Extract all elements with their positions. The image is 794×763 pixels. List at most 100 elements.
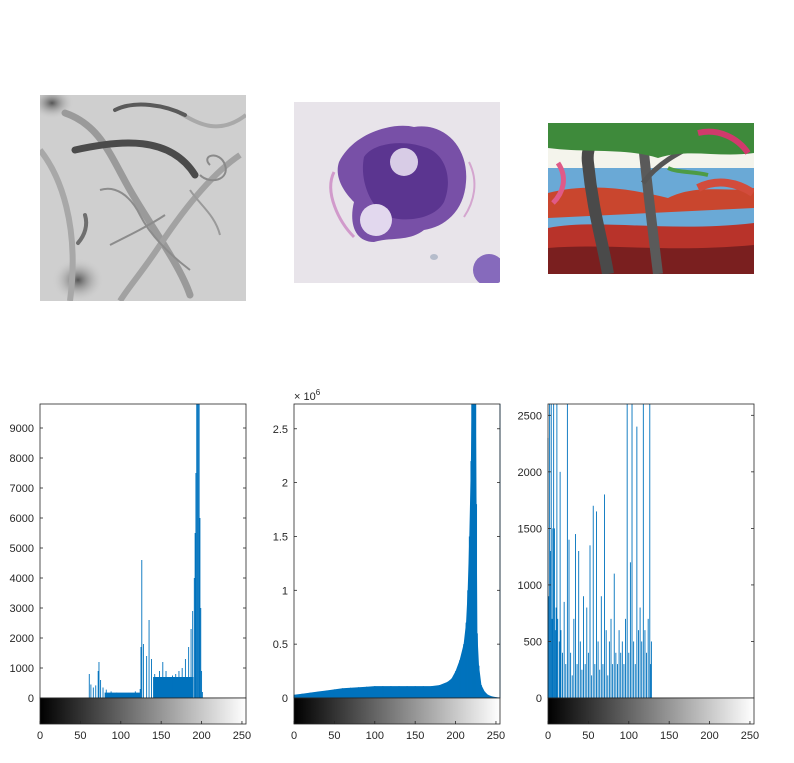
hist-bar [647, 618, 649, 698]
hist-bar [617, 664, 618, 698]
x-tick-label: 150 [152, 730, 170, 742]
hist-bar [366, 686, 368, 698]
y-tick-label: 7000 [10, 483, 34, 495]
hist-bar [467, 590, 469, 698]
y-tick-label: 4000 [10, 573, 34, 585]
hist-bar [623, 664, 625, 698]
hist-bar [398, 686, 400, 698]
hist-bar [474, 404, 476, 698]
hist-bar [560, 630, 562, 698]
hist-bar [374, 686, 376, 698]
hist-bar [201, 671, 203, 698]
hist-bar [615, 652, 617, 698]
hist-bar [566, 404, 568, 698]
x-tick-label: 200 [446, 730, 464, 742]
hist-bar [455, 671, 457, 698]
y-tick-label: 6000 [10, 513, 34, 525]
hist-bar [192, 611, 194, 698]
y-tick-label: 0.5 [273, 639, 288, 651]
hist-bar [134, 691, 136, 698]
histology-image [294, 102, 500, 283]
x-tick-label: 0 [37, 730, 43, 742]
hist-bar [491, 696, 493, 698]
hist-bar [430, 686, 432, 698]
hist-bar [641, 641, 643, 698]
hist-bar [571, 675, 573, 698]
y-tick-label: 2 [282, 478, 288, 490]
hist-bar [607, 675, 609, 698]
hist-bar [333, 689, 335, 698]
hist-bar [605, 630, 607, 698]
y-tick-label: 2500 [518, 410, 542, 422]
hist-bar [579, 641, 581, 698]
hist-bar [602, 664, 604, 698]
x-tick-label: 0 [291, 730, 297, 742]
hist-bar [629, 562, 631, 698]
hist-bar [597, 641, 599, 698]
hist-bar [626, 404, 628, 698]
hist-bar [613, 573, 615, 698]
hist-bar [587, 652, 589, 698]
x-tick-label: 150 [406, 730, 424, 742]
hist-bar [92, 687, 94, 698]
hist-bar [406, 686, 408, 698]
hist-bar [451, 678, 452, 698]
hist-bar [154, 674, 156, 698]
hist-bar [141, 560, 143, 698]
hist-bar [121, 693, 123, 698]
hist-bar [631, 404, 633, 698]
painting-image [548, 123, 754, 274]
x-tick-label: 50 [582, 730, 594, 742]
hist-bar [576, 664, 578, 698]
hist-bar [151, 659, 152, 698]
hist-bar [422, 686, 424, 698]
grayscale-image [40, 95, 246, 301]
hist-bar [581, 669, 583, 698]
x-tick-label: 0 [545, 730, 551, 742]
hist-bar [168, 677, 170, 698]
hist-bar [162, 662, 164, 698]
hist-bar [575, 534, 576, 698]
hist-bar [578, 551, 580, 698]
hist-bar [610, 618, 612, 698]
hist-bar [301, 693, 303, 698]
x-tick-label: 100 [366, 730, 384, 742]
hist-bar [549, 551, 551, 698]
hist-bar [102, 687, 104, 698]
hist-bar [559, 471, 561, 698]
hist-bar [105, 689, 107, 698]
hist-bar [618, 630, 620, 698]
y-tick-label: 2000 [10, 633, 34, 645]
hist-bar [565, 664, 567, 698]
hist-bar [604, 494, 605, 698]
hist-bar [309, 692, 311, 698]
hist-bar [188, 647, 190, 698]
grayscale-colorbar [293, 697, 501, 725]
hist-bar [636, 426, 638, 698]
hist-bar [589, 545, 591, 698]
hist-bar [342, 688, 343, 698]
y-tick-label: 0 [282, 693, 288, 705]
hist-bar [325, 690, 327, 698]
hist-bar [639, 607, 641, 698]
hist-bar [459, 660, 461, 698]
hist-bar [551, 618, 553, 698]
hist-bar [471, 404, 473, 698]
hist-bar [568, 539, 570, 698]
y-tick-label: 1000 [518, 580, 542, 592]
y-tick-label: 1000 [10, 663, 34, 675]
hist-bar [487, 694, 489, 698]
hist-bar [573, 618, 575, 698]
hist-bar [563, 601, 565, 698]
hist-bar [193, 578, 195, 698]
hist-bar [562, 652, 563, 698]
hist-bar [98, 662, 100, 698]
hist-bar [555, 607, 557, 698]
y-tick-label: 0 [28, 693, 34, 705]
y-tick-label: 9000 [10, 423, 34, 435]
hist-bar [463, 644, 465, 698]
hist-bar [612, 664, 614, 698]
hist-bar [599, 669, 601, 698]
hist-bar [628, 652, 630, 698]
